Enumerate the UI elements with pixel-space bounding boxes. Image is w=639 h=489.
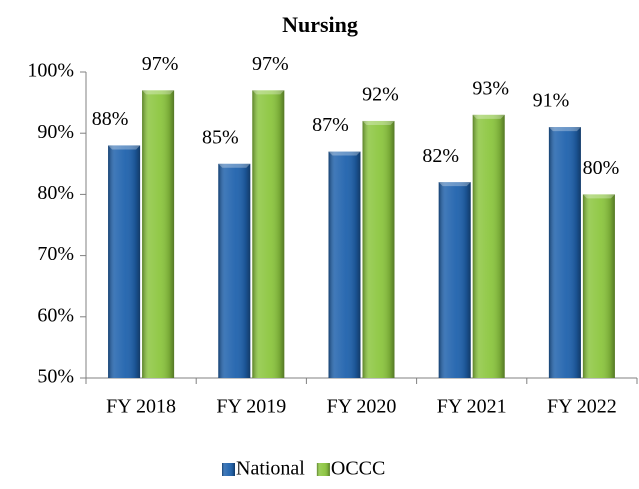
bar-shade [252,90,285,379]
bar-shade [438,182,471,378]
legend-label: National [236,458,305,480]
bar-shade [328,151,361,378]
bar-bevel [472,114,505,119]
bar-bevel [218,163,251,168]
bar-bevel [328,151,361,156]
x-tick-label: FY 2018 [106,396,176,418]
bar-bevel [142,90,175,95]
x-tick-label: FY 2022 [547,396,617,418]
bar-shade [218,163,251,378]
value-label: 92% [362,84,399,106]
chart-title: Nursing [282,12,358,37]
y-tick-label: 80% [37,182,74,204]
value-label: 91% [533,90,570,112]
bar-shade [548,127,581,378]
bar-bevel [438,182,471,187]
value-label: 93% [472,77,509,99]
bar-shade [582,194,615,378]
x-tick-label: FY 2019 [216,396,286,418]
value-label: 80% [583,157,620,179]
bar-shade [362,120,395,379]
value-label: 88% [92,108,129,130]
value-label: 82% [422,145,459,167]
bar-bevel [108,145,141,150]
y-tick-label: 50% [37,366,74,388]
bar-shade [472,114,505,378]
value-label: 97% [252,53,289,75]
y-tick-label: 90% [37,121,74,143]
bar-bevel [548,127,581,132]
x-tick-label: FY 2020 [327,396,397,418]
bar-bevel [582,194,615,199]
legend-label: OCCC [331,458,385,480]
legend-swatch-shade [222,463,235,476]
y-tick-label: 60% [37,304,74,326]
bar-shade [142,90,175,379]
value-label: 85% [202,126,239,148]
bar-bevel [252,90,285,95]
value-label: 87% [312,114,349,136]
legend-swatch-shade [316,463,330,476]
y-tick-label: 70% [37,243,74,265]
x-tick-label: FY 2021 [437,396,507,418]
bar-bevel [362,120,395,125]
bar-shade [108,145,141,378]
value-label: 97% [142,53,179,75]
y-tick-label: 100% [27,60,74,82]
